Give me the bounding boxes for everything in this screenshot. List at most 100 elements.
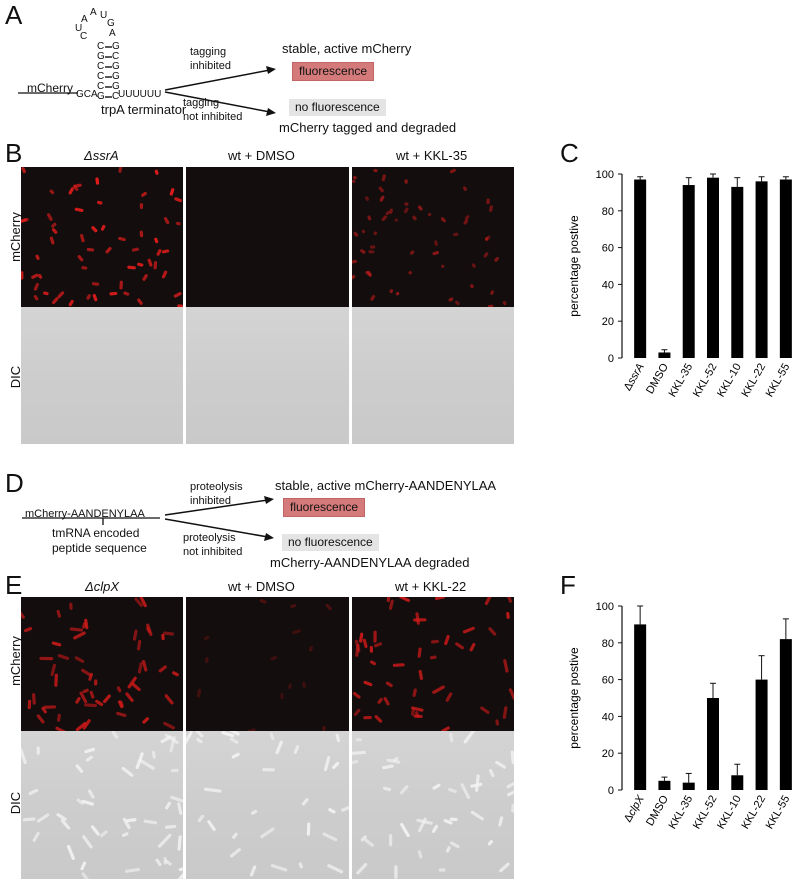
cell xyxy=(383,696,390,706)
cell xyxy=(432,783,441,790)
cell xyxy=(400,822,410,838)
cell xyxy=(475,774,480,792)
cell xyxy=(229,848,241,858)
cell xyxy=(33,282,39,291)
cell xyxy=(288,683,292,689)
cell xyxy=(298,862,303,869)
cell xyxy=(507,597,513,603)
bar xyxy=(658,780,671,790)
cell xyxy=(56,713,61,722)
cell xyxy=(416,818,433,825)
y-tick-label: 40 xyxy=(602,279,614,291)
cell xyxy=(301,798,309,806)
cell xyxy=(137,298,143,305)
cell xyxy=(370,294,376,301)
cell xyxy=(55,726,68,731)
cell xyxy=(365,270,372,277)
cell xyxy=(116,686,122,693)
cell xyxy=(127,265,136,270)
y-tick-label: 60 xyxy=(602,243,614,255)
cell xyxy=(177,304,183,307)
bar xyxy=(634,179,647,358)
cell xyxy=(117,700,124,709)
cell xyxy=(139,759,155,770)
cell xyxy=(470,284,474,288)
cell xyxy=(495,760,507,769)
cell xyxy=(394,218,398,222)
image-e-kkl22-dic xyxy=(352,731,514,879)
cell xyxy=(22,817,36,822)
cell xyxy=(196,737,203,744)
cell xyxy=(158,665,167,673)
y-tick-label: 20 xyxy=(602,748,614,760)
cell xyxy=(373,168,378,173)
cell xyxy=(154,237,159,244)
cell xyxy=(132,629,138,641)
image-e-clpx-dic xyxy=(21,731,183,879)
stem-right-5: C xyxy=(112,91,120,102)
cell xyxy=(137,662,143,674)
cell xyxy=(356,862,368,875)
cell xyxy=(502,300,507,306)
bar xyxy=(707,177,719,358)
cell xyxy=(60,819,71,830)
panel-d-gene-label: mCherry-AANDENYLAA xyxy=(25,508,145,520)
cell xyxy=(164,859,172,866)
cell xyxy=(74,656,85,663)
cell xyxy=(410,250,415,255)
cell xyxy=(169,188,175,196)
cell xyxy=(68,187,74,195)
panel-d-lower-result: mCherry-AANDENYLAA degraded xyxy=(270,555,470,570)
panel-e-col-kkl22: wt + KKL-22 xyxy=(395,579,467,594)
cell xyxy=(411,709,415,716)
cell xyxy=(203,635,210,641)
panel-a-fluorescence-box: fluorescence xyxy=(292,62,375,81)
cell xyxy=(460,783,471,800)
cell xyxy=(464,215,470,220)
cell xyxy=(139,203,144,209)
y-tick-label: 100 xyxy=(596,169,614,181)
cell xyxy=(427,212,432,217)
cell xyxy=(176,871,183,879)
cell xyxy=(161,633,165,641)
cell xyxy=(470,810,484,821)
panel-label-f: F xyxy=(560,570,576,600)
cell xyxy=(412,688,417,697)
cell xyxy=(51,297,59,305)
cell xyxy=(381,174,386,182)
cell xyxy=(50,663,57,677)
cell xyxy=(36,746,40,755)
cell xyxy=(352,179,356,184)
cell xyxy=(124,867,141,873)
dic-e2 xyxy=(186,731,349,877)
cell xyxy=(341,803,349,812)
cell xyxy=(364,838,374,847)
panel-d-note-2: peptide sequence xyxy=(52,541,147,555)
cell xyxy=(54,673,58,687)
cell xyxy=(455,300,460,306)
panel-label-d: D xyxy=(5,468,24,498)
cell xyxy=(177,835,182,851)
cell xyxy=(82,835,93,849)
cell xyxy=(79,691,88,704)
cell xyxy=(175,221,181,226)
cell xyxy=(142,274,148,281)
cell xyxy=(395,291,400,296)
cell xyxy=(250,809,258,815)
cell xyxy=(511,803,514,813)
bar xyxy=(731,775,744,790)
stem-left-4: C xyxy=(97,81,105,92)
cell xyxy=(353,708,361,716)
cell xyxy=(163,217,170,225)
cell xyxy=(178,867,183,872)
cell xyxy=(100,224,106,231)
cell xyxy=(386,597,391,603)
cell xyxy=(57,654,70,660)
cell xyxy=(499,862,510,873)
cell xyxy=(193,731,204,738)
cell xyxy=(186,731,193,747)
cells-e3 xyxy=(352,597,514,731)
cell xyxy=(81,668,92,677)
panel-b-col-dmso: wt + DMSO xyxy=(228,148,295,163)
cell xyxy=(370,660,377,666)
